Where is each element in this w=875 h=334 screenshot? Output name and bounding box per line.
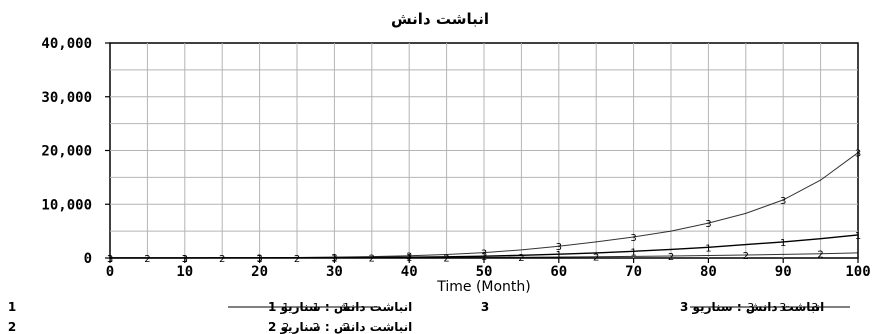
legend-item-3: 3 انباشت دانش : سناریو 33 3 3 xyxy=(481,300,850,315)
legend-marker: 2 xyxy=(313,321,320,334)
series-marker-1: 1 xyxy=(630,247,636,258)
series-marker-1: 1 xyxy=(780,238,786,249)
chart-title: انباشت دانش xyxy=(391,10,489,28)
x-tick-label: 60 xyxy=(550,264,567,280)
legend-marker: 3 xyxy=(747,301,754,314)
legend-series-number: 1 xyxy=(8,300,16,314)
x-tick-label: 40 xyxy=(401,264,418,280)
series-marker-3: 3 xyxy=(705,219,711,230)
series-marker-2: 2 xyxy=(817,250,823,261)
series-marker-2: 2 xyxy=(593,253,599,264)
series-marker-3: 3 xyxy=(630,233,636,244)
legend-label: انباشت دانش : سناریو 2 xyxy=(268,320,412,334)
x-tick-label: 90 xyxy=(775,264,792,280)
series-marker-1: 1 xyxy=(705,243,711,254)
legend-marker: 1 xyxy=(313,301,320,314)
series-marker-2: 2 xyxy=(743,251,749,262)
legend-marker: 1 xyxy=(343,301,350,314)
x-tick-label: 10 xyxy=(176,264,193,280)
series-2: 2 2 2 2 2 2 2 2 2 2 xyxy=(110,250,859,265)
legend-series-number: 2 xyxy=(8,320,16,334)
x-axis-label: Time (Month) xyxy=(436,279,531,295)
series-marker-2: 2 xyxy=(369,254,375,265)
series-marker-3: 3 xyxy=(406,252,412,263)
series-marker-2: 2 xyxy=(219,254,225,265)
legend-marker: 3 xyxy=(779,301,786,314)
legend-marker: 2 xyxy=(343,321,350,334)
series-marker-3: 3 xyxy=(556,242,562,253)
series-marker-3: 3 xyxy=(855,149,861,160)
x-tick-label: 20 xyxy=(251,264,268,280)
x-tick-label: 100 xyxy=(845,264,870,280)
plot-area: 11111111111222222222233333333333 xyxy=(107,42,861,265)
y-axis: 40,000 30,000 20,000 10,000 0 xyxy=(41,36,110,267)
x-tick-label: 50 xyxy=(476,264,493,280)
series-marker-1: 1 xyxy=(855,231,861,242)
series-marker-2: 2 xyxy=(668,252,674,263)
x-tick-label: 30 xyxy=(326,264,343,280)
legend-marker: 3 xyxy=(811,301,818,314)
legend-item-2: 2 انباشت دانش : سناریو 22 2 2 xyxy=(8,320,412,334)
series-marker-2: 2 xyxy=(294,254,300,265)
series-marker-3: 3 xyxy=(780,196,786,207)
y-tick-label: 0 xyxy=(84,251,92,267)
series-marker-3: 3 xyxy=(481,249,487,260)
legend: 1 انباشت دانش : سناریو 11 1 12 انباشت دانش :… xyxy=(8,300,850,334)
series-line-3 xyxy=(110,152,859,259)
y-tick-label: 40,000 xyxy=(41,36,92,52)
legend-series-number: 3 xyxy=(481,300,489,314)
series-marker-2: 2 xyxy=(518,253,524,264)
series-marker-2: 2 xyxy=(144,254,150,265)
series-marker-2: 2 xyxy=(443,254,449,265)
x-tick-label: 0 xyxy=(106,264,114,280)
legend-marker: 2 xyxy=(282,321,289,334)
y-tick-label: 30,000 xyxy=(41,90,92,106)
x-tick-label: 80 xyxy=(700,264,717,280)
legend-item-1: 1 انباشت دانش : سناریو 11 1 1 xyxy=(8,300,412,315)
x-axis: 0 10 20 30 40 50 60 70 80 90 100 xyxy=(106,258,871,280)
y-tick-label: 10,000 xyxy=(41,197,92,213)
y-tick-label: 20,000 xyxy=(41,144,92,160)
series-marker-1: 1 xyxy=(556,250,562,261)
x-tick-label: 70 xyxy=(625,264,642,280)
legend-marker: 1 xyxy=(282,301,289,314)
